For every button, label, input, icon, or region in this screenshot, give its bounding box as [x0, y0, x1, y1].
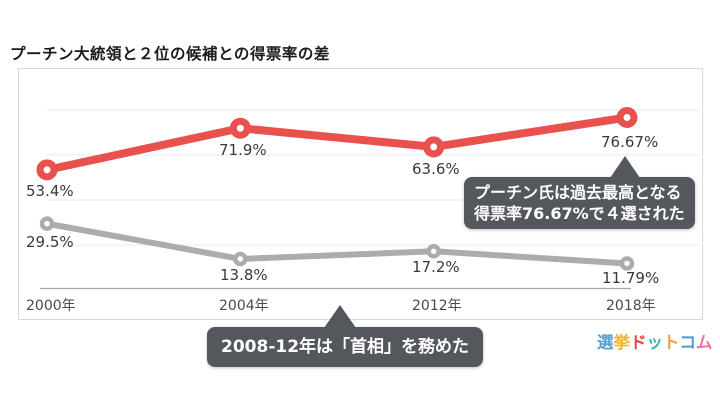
- runnerup-point-label-2000: 29.5%: [26, 233, 74, 251]
- runnerup-point-label-2012: 17.2%: [412, 258, 460, 276]
- callout-putin-record: プーチン氏は過去最高となる 得票率76.67%で４選された: [464, 156, 695, 229]
- putin-point-label-2000: 53.4%: [26, 182, 74, 200]
- logo-char: 選: [597, 333, 614, 352]
- callout-pm-period: 2008-12年は「首相」を務めた: [207, 305, 484, 367]
- putin-point-label-2018: 76.67%: [601, 133, 659, 151]
- x-tick-2018: 2018年: [606, 298, 656, 314]
- logo-char: ト: [663, 333, 680, 352]
- logo-char: ッ: [646, 333, 664, 352]
- callout-pointer-up-icon: [610, 156, 640, 178]
- senkyo-dotcom-logo: 選挙ドットコム: [597, 329, 713, 353]
- logo-char: ド: [630, 333, 647, 352]
- callout-putin-line2: 得票率76.67%で４選された: [474, 204, 685, 223]
- putin-point-label-2012: 63.6%: [412, 160, 460, 178]
- logo-char: コ: [679, 333, 697, 352]
- callout-pm-text: 2008-12年は「首相」を務めた: [221, 337, 470, 357]
- runnerup-point-label-2018: 11.79%: [602, 269, 660, 287]
- x-tick-2004: 2004年: [219, 298, 269, 314]
- logo-char: ム: [696, 333, 713, 352]
- putin-point-label-2004: 71.9%: [219, 141, 267, 159]
- x-tick-2012: 2012年: [412, 298, 462, 314]
- x-tick-2000: 2000年: [26, 298, 76, 314]
- callout-pointer-up-icon: [324, 305, 356, 328]
- callout-putin-line1: プーチン氏は過去最高となる: [474, 183, 682, 202]
- runnerup-point-label-2004: 13.8%: [220, 266, 268, 284]
- logo-char: 挙: [613, 333, 631, 352]
- page-title: プーチン大統領と２位の候補との得票率の差: [10, 45, 330, 63]
